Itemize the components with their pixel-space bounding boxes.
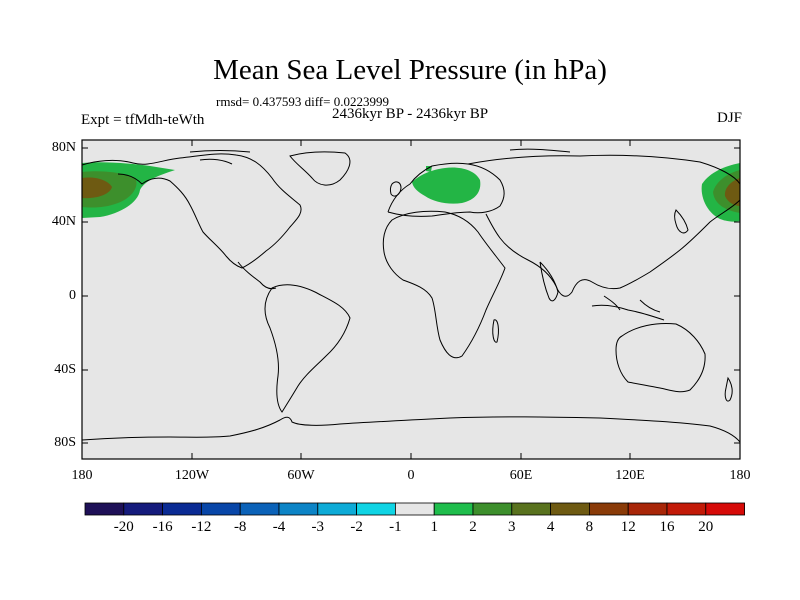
colorbar-label: -16 [152, 519, 173, 535]
lon-label-120e: 120E [615, 468, 645, 483]
colorbar-box [394, 502, 435, 516]
lon-label-120w: 120W [174, 468, 210, 483]
anomaly-pacific-east-core [724, 178, 740, 206]
colorbar-label: 4 [546, 519, 555, 535]
colorbar-box [589, 502, 629, 516]
coast-greenland [289, 151, 351, 186]
experiment-label: Expt = tfMdh-teWth [81, 112, 205, 128]
colorbar-label: 3 [508, 519, 516, 535]
coast-australia [615, 323, 706, 393]
colorbar-box [239, 502, 280, 516]
colorbar-box [200, 502, 241, 516]
lon-label-0: 0 [407, 468, 415, 483]
coast-europe [387, 162, 505, 217]
coast-british-isles [389, 181, 402, 197]
anomaly-layer [82, 162, 740, 222]
period-label: 2436kyr BP - 2436kyr BP [331, 106, 489, 122]
coast-indonesia [591, 295, 665, 321]
colorbar-box [84, 502, 125, 516]
coastlines [81, 148, 741, 443]
coast-antarctica [81, 416, 741, 443]
colorbar-box [627, 502, 668, 516]
coast-africa [382, 210, 506, 359]
colorbar-label: 2 [469, 519, 477, 535]
lat-label-80n: 80N [51, 140, 76, 155]
colorbar-label: -8 [233, 519, 247, 535]
anomaly-scandinavia [412, 167, 481, 204]
lon-label-60e: 60E [509, 468, 533, 483]
stats-text: rmsd= 0.437593 diff= 0.0223999 [216, 94, 389, 109]
coast-north-america [81, 153, 302, 269]
map-title: Mean Sea Level Pressure (in hPa) [213, 54, 607, 86]
lat-label-40s: 40S [54, 362, 76, 377]
anomaly-scandinavia-spot [426, 166, 432, 172]
coast-south-america [264, 284, 351, 413]
colorbar-label: 16 [659, 519, 675, 535]
colorbar-box [317, 502, 357, 516]
colorbar-box [472, 502, 513, 516]
coast-new-zealand [724, 376, 733, 402]
anomaly-pacific-west-core [82, 177, 112, 199]
colorbar-label: -3 [311, 519, 325, 535]
ticks [81, 140, 741, 459]
season-label: DJF [716, 110, 742, 126]
colorbar-box [433, 502, 474, 516]
map-background [82, 140, 740, 459]
colorbar-box [705, 502, 745, 516]
colorbar-label: 12 [620, 519, 636, 535]
coast-madagascar [492, 319, 499, 343]
lon-label-180w: 180 [71, 468, 93, 483]
colorbar-label: 20 [698, 519, 714, 535]
colorbar-label: -12 [191, 519, 212, 535]
colorbar-label: 1 [430, 519, 438, 535]
colorbar-box [511, 502, 551, 516]
colorbar-label: -1 [389, 519, 402, 535]
colorbar-box [356, 502, 396, 516]
coast-japan [674, 209, 689, 234]
colorbar-label: 8 [585, 519, 594, 535]
colorbar-box [162, 502, 202, 516]
lon-label-60w: 60W [287, 468, 315, 483]
coast-asia [467, 154, 741, 297]
colorbar-box [278, 502, 319, 516]
colorbar-box [550, 502, 590, 516]
lat-label-80s: 80S [54, 435, 76, 450]
colorbar-label: -4 [272, 519, 286, 535]
lat-label-40n: 40N [51, 214, 76, 229]
lon-label-180e: 180 [729, 468, 751, 483]
colorbar-box [666, 502, 707, 516]
colorbar-label: -20 [113, 519, 134, 535]
lat-label-0: 0 [69, 288, 76, 303]
coast-arctic-islands [189, 148, 571, 165]
colorbar [84, 502, 745, 516]
colorbar-box [123, 502, 164, 516]
colorbar-label: -2 [350, 519, 363, 535]
coast-india [539, 261, 559, 302]
